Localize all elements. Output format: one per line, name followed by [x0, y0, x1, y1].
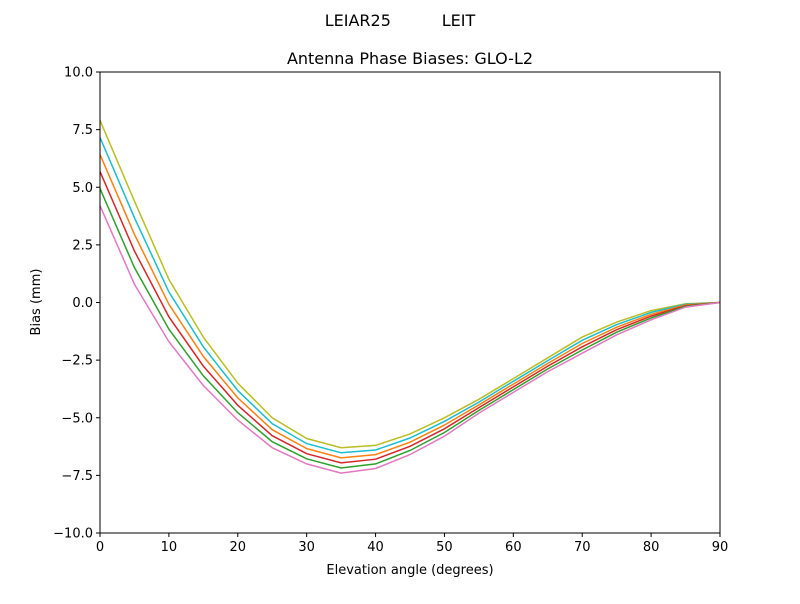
x-tick-label: 20 — [230, 540, 247, 555]
x-tick-label: 30 — [298, 540, 315, 555]
plot-frame — [99, 71, 721, 534]
y-tick-label: 0.0 — [72, 296, 93, 311]
x-tick-label: 50 — [436, 540, 453, 555]
x-tick-label: 10 — [161, 540, 178, 555]
y-tick-label: −10.0 — [53, 527, 93, 542]
y-tick-label: −7.5 — [61, 469, 93, 484]
series-line-1 — [99, 137, 721, 454]
x-tick-label: 60 — [505, 540, 522, 555]
series-line-2 — [99, 154, 721, 459]
x-tick-label: 90 — [712, 540, 729, 555]
y-axis-label: Bias (mm) — [29, 269, 44, 336]
x-tick-label: 80 — [643, 540, 660, 555]
x-tick-label: 40 — [367, 540, 384, 555]
x-axis: 0 10 20 30 40 50 60 70 80 90 — [96, 533, 728, 555]
x-tick-label: 0 — [96, 540, 104, 555]
y-tick-label: 7.5 — [72, 123, 93, 138]
series-lines — [99, 120, 721, 474]
y-tick-label: 2.5 — [72, 238, 93, 253]
series-line-5 — [99, 205, 721, 474]
y-tick-label: −2.5 — [61, 354, 93, 369]
series-line-0 — [99, 120, 721, 449]
y-tick-label: −5.0 — [61, 411, 93, 426]
series-line-4 — [99, 188, 721, 469]
x-axis-label: Elevation angle (degrees) — [326, 563, 493, 578]
chart-title: Antenna Phase Biases: GLO-L2 — [287, 49, 533, 68]
x-tick-label: 70 — [574, 540, 591, 555]
y-tick-label: 10.0 — [64, 66, 93, 81]
y-axis: −10.0 −7.5 −5.0 −2.5 0.0 2.5 5.0 7.5 10.0 — [53, 66, 100, 542]
series-line-3 — [99, 171, 721, 464]
chart-suptitle: LEIAR25 LEIT — [325, 11, 476, 30]
y-tick-label: 5.0 — [72, 181, 93, 196]
